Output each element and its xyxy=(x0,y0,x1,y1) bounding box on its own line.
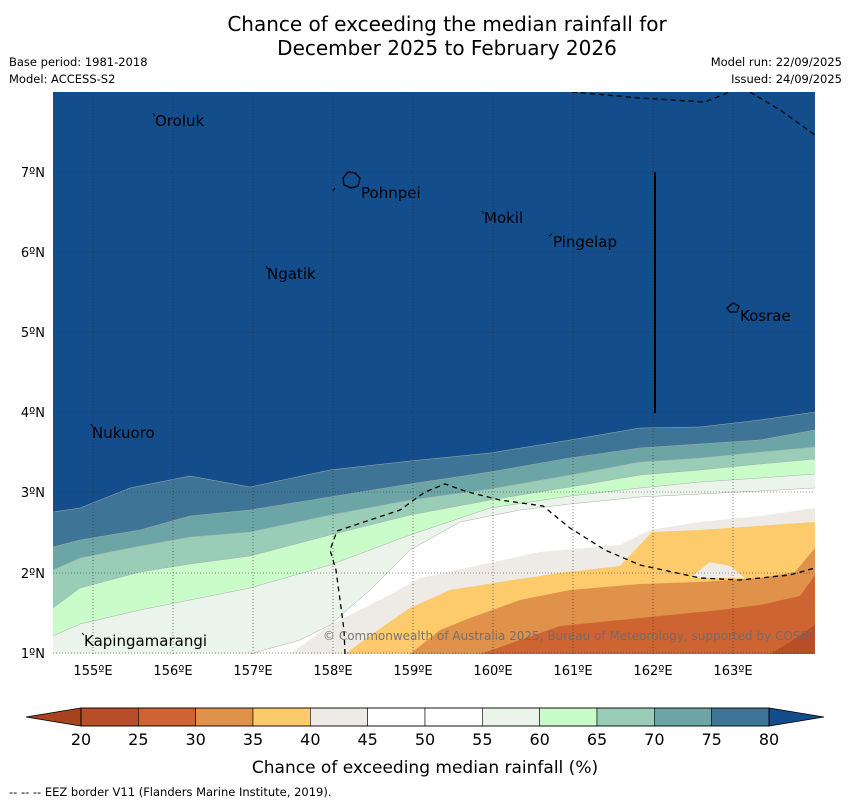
eez-border-north xyxy=(571,92,731,103)
colorbar-tick-labels: 20 25 30 35 40 45 50 55 60 65 70 75 80 xyxy=(71,730,779,749)
colorbar-segment-60-65 xyxy=(539,707,598,727)
lon-label-159e: 159ºE xyxy=(393,664,432,679)
eez-border-northeast xyxy=(749,92,815,136)
ant-atoll-mark xyxy=(332,187,336,192)
place-labels: Oroluk Pohnpei Mokil Pingelap Ngatik Kos… xyxy=(84,112,791,650)
colorbar-segment-75-80 xyxy=(711,707,770,727)
colorbar-tick-25: 25 xyxy=(128,730,148,749)
colorbar-segment-50-55 xyxy=(424,707,483,727)
lon-label-161e: 161ºE xyxy=(553,664,592,679)
band-45-patch xyxy=(690,562,745,578)
colorbar-arrow-low xyxy=(25,707,82,727)
colorbar-tick-65: 65 xyxy=(587,730,607,749)
lon-label-155e: 155ºE xyxy=(73,664,112,679)
place-ngatik: Ngatik xyxy=(267,265,316,283)
place-mokil: Mokil xyxy=(484,209,523,227)
pingelap-mark xyxy=(548,233,553,237)
lat-label-7n: 7ºN xyxy=(21,166,45,181)
colorbar-tick-55: 55 xyxy=(472,730,492,749)
title-line-2: December 2025 to February 2026 xyxy=(277,36,617,60)
colorbar: 20 25 30 35 40 45 50 55 60 65 70 75 80 Chance of exc… xyxy=(25,707,825,778)
contour-lines xyxy=(53,411,815,654)
lon-label-156e: 156ºE xyxy=(153,664,192,679)
ngatik-mark xyxy=(265,265,269,270)
lat-label-5n: 5ºN xyxy=(21,326,45,341)
colorbar-segment-35-40 xyxy=(252,707,311,727)
meta-right: Model run: 22/09/2025 Issued: 24/09/2025 xyxy=(711,54,842,88)
colorbar-frame xyxy=(80,707,770,727)
contour-line-3 xyxy=(53,446,815,571)
kapingamarangi-mark xyxy=(81,632,85,636)
meta-left: Base period: 1981-2018 Model: ACCESS-S2 xyxy=(9,54,148,88)
base-period: Base period: 1981-2018 xyxy=(9,55,148,69)
pohnpei-outline xyxy=(342,171,361,189)
eez-borders xyxy=(329,92,815,654)
colorbar-segment-55-60 xyxy=(482,707,540,727)
eez-footnote: -- -- -- EEZ border V11 (Flanders Marine… xyxy=(9,785,332,799)
lon-label-163e: 163ºE xyxy=(713,664,752,679)
colorbar-tick-75: 75 xyxy=(701,730,721,749)
lon-label-160e: 160ºE xyxy=(473,664,512,679)
colorbar-tick-35: 35 xyxy=(243,730,263,749)
oroluk-mark xyxy=(152,112,156,117)
model-run: Model run: 22/09/2025 xyxy=(710,55,842,69)
colorbar-segment-25-30 xyxy=(138,707,196,727)
colorbar-segment-20-25 xyxy=(80,707,139,727)
colorbar-segment-30-35 xyxy=(195,707,254,727)
lon-label-162e: 162ºE xyxy=(633,664,672,679)
colorbar-segment-70-75 xyxy=(654,707,712,727)
colorbar-tick-40: 40 xyxy=(300,730,320,749)
kosrae-outline xyxy=(726,302,740,313)
place-nukuoro: Nukuoro xyxy=(92,424,155,442)
place-pingelap: Pingelap xyxy=(553,233,617,251)
colorbar-tick-45: 45 xyxy=(357,730,377,749)
colorbar-tick-80: 80 xyxy=(759,730,779,749)
place-kosrae: Kosrae xyxy=(740,307,791,325)
lat-label-3n: 3ºN xyxy=(21,486,45,501)
issued-date: Issued: 24/09/2025 xyxy=(731,72,842,86)
lon-label-158e: 158ºE xyxy=(313,664,352,679)
place-pohnpei: Pohnpei xyxy=(361,184,421,202)
colorbar-tick-70: 70 xyxy=(644,730,664,749)
colorbar-tick-30: 30 xyxy=(185,730,205,749)
map-title: Chance of exceeding the median rainfall … xyxy=(0,12,850,60)
rainfall-contours: Oroluk Pohnpei Mokil Pingelap Ngatik Kos… xyxy=(53,92,828,654)
nukuoro-mark xyxy=(90,423,94,428)
mokil-mark xyxy=(481,210,485,215)
lat-label-2n: 2ºN xyxy=(21,567,45,582)
colorbar-segment-45-50 xyxy=(367,707,426,727)
colorbar-arrow-high xyxy=(768,707,825,727)
title-line-1: Chance of exceeding the median rainfall … xyxy=(227,12,667,36)
colorbar-tick-50: 50 xyxy=(415,730,435,749)
band-25 xyxy=(480,575,815,654)
contour-line-1 xyxy=(53,411,815,513)
lat-label-4n: 4ºN xyxy=(21,406,45,421)
contour-line-4 xyxy=(53,458,815,609)
colorbar-title: Chance of exceeding median rainfall (%) xyxy=(252,758,598,778)
latitude-labels: 1ºN 2ºN 3ºN 4ºN 5ºN 6ºN 7ºN xyxy=(21,166,45,662)
colorbar-segments xyxy=(80,707,770,727)
island-outlines xyxy=(81,112,740,636)
lon-label-157e: 157ºE xyxy=(233,664,272,679)
place-kapingamarangi: Kapingamarangi xyxy=(84,632,207,650)
colorbar-segment-40-45 xyxy=(310,707,368,727)
colorbar-tick-20: 20 xyxy=(71,730,91,749)
model-name: Model: ACCESS-S2 xyxy=(9,72,116,86)
lat-label-6n: 6ºN xyxy=(21,246,45,261)
band-20 xyxy=(770,625,815,654)
place-oroluk: Oroluk xyxy=(155,112,204,130)
colorbar-tick-60: 60 xyxy=(529,730,549,749)
contour-line-6 xyxy=(249,487,815,654)
colorbar-segment-65-70 xyxy=(596,707,655,727)
copyright-text: © Commonwealth of Australia 2025, Bureau… xyxy=(323,629,828,643)
contour-line-2 xyxy=(53,429,815,548)
contour-line-5 xyxy=(53,473,815,637)
lat-label-1n: 1ºN xyxy=(21,647,45,662)
longitude-labels: 155ºE 156ºE 157ºE 158ºE 159ºE 160ºE 161º… xyxy=(73,664,752,679)
